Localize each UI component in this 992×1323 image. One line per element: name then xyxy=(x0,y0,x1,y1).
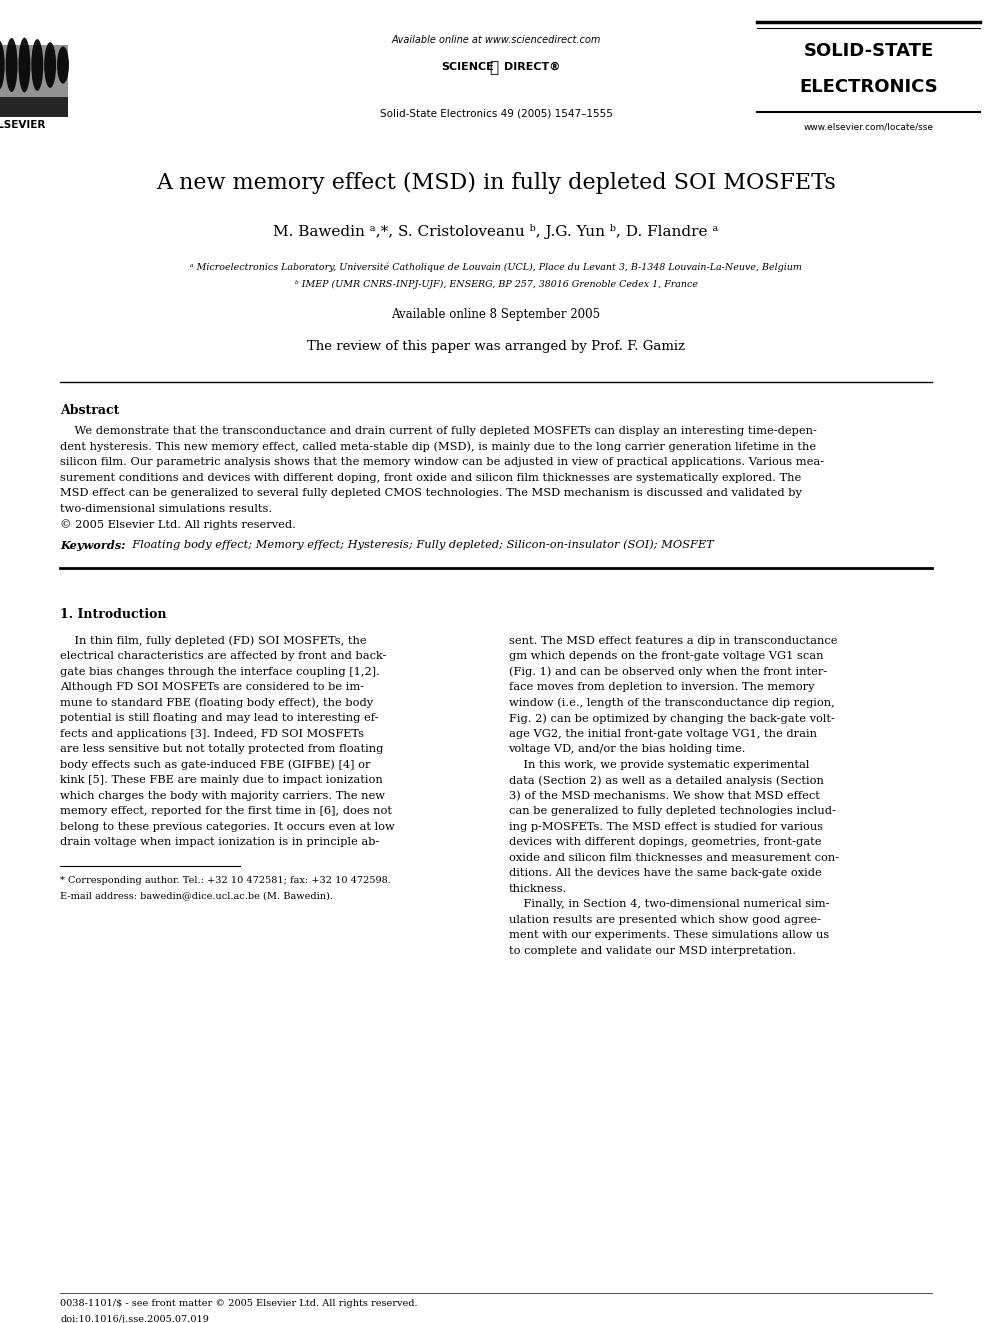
Text: 0038-1101/$ - see front matter © 2005 Elsevier Ltd. All rights reserved.: 0038-1101/$ - see front matter © 2005 El… xyxy=(60,1299,418,1308)
Text: data (Section 2) as well as a detailed analysis (Section: data (Section 2) as well as a detailed a… xyxy=(509,775,823,786)
Text: which charges the body with majority carriers. The new: which charges the body with majority car… xyxy=(60,791,385,800)
Text: M. Bawedin ᵃ,*, S. Cristoloveanu ᵇ, J.G. Yun ᵇ, D. Flandre ᵃ: M. Bawedin ᵃ,*, S. Cristoloveanu ᵇ, J.G.… xyxy=(274,224,718,239)
Text: body effects such as gate-induced FBE (GIFBE) [4] or: body effects such as gate-induced FBE (G… xyxy=(60,759,370,770)
Text: face moves from depletion to inversion. The memory: face moves from depletion to inversion. … xyxy=(509,681,814,692)
Text: Abstract: Abstract xyxy=(60,404,119,417)
Text: MSD effect can be generalized to several fully depleted CMOS technologies. The M: MSD effect can be generalized to several… xyxy=(60,488,802,497)
Text: oxide and silicon film thicknesses and measurement con-: oxide and silicon film thicknesses and m… xyxy=(509,852,838,863)
Text: E-mail address: bawedin@dice.ucl.ac.be (M. Bawedin).: E-mail address: bawedin@dice.ucl.ac.be (… xyxy=(60,892,333,901)
Text: belong to these previous categories. It occurs even at low: belong to these previous categories. It … xyxy=(60,822,395,831)
Text: © 2005 Elsevier Ltd. All rights reserved.: © 2005 Elsevier Ltd. All rights reserved… xyxy=(60,519,296,529)
Text: dent hysteresis. This new memory effect, called meta-stable dip (MSD), is mainly: dent hysteresis. This new memory effect,… xyxy=(60,442,816,452)
Text: electrical characteristics are affected by front and back-: electrical characteristics are affected … xyxy=(60,651,386,662)
Text: to complete and validate our MSD interpretation.: to complete and validate our MSD interpr… xyxy=(509,946,796,955)
Text: thickness.: thickness. xyxy=(509,884,566,893)
Text: potential is still floating and may lead to interesting ef-: potential is still floating and may lead… xyxy=(60,713,379,722)
Bar xyxy=(0,45,68,97)
Text: Fig. 2) can be optimized by changing the back-gate volt-: Fig. 2) can be optimized by changing the… xyxy=(509,713,834,724)
Text: memory effect, reported for the first time in [6], does not: memory effect, reported for the first ti… xyxy=(60,806,392,816)
Text: SOLID-STATE: SOLID-STATE xyxy=(804,42,933,60)
Text: www.elsevier.com/locate/sse: www.elsevier.com/locate/sse xyxy=(804,122,933,131)
Text: ditions. All the devices have the same back-gate oxide: ditions. All the devices have the same b… xyxy=(509,868,821,878)
Text: Floating body effect; Memory effect; Hysteresis; Fully depleted; Silicon-on-insu: Floating body effect; Memory effect; Hys… xyxy=(125,540,714,550)
Text: Although FD SOI MOSFETs are considered to be im-: Although FD SOI MOSFETs are considered t… xyxy=(60,681,364,692)
Ellipse shape xyxy=(32,40,44,91)
Text: ment with our experiments. These simulations allow us: ment with our experiments. These simulat… xyxy=(509,930,828,941)
Text: mune to standard FBE (floating body effect), the body: mune to standard FBE (floating body effe… xyxy=(60,697,373,708)
Text: are less sensitive but not totally protected from floating: are less sensitive but not totally prote… xyxy=(60,744,383,754)
Text: surement conditions and devices with different doping, front oxide and silicon f: surement conditions and devices with dif… xyxy=(60,472,802,483)
Ellipse shape xyxy=(6,38,18,93)
Text: A new memory effect (MSD) in fully depleted SOI MOSFETs: A new memory effect (MSD) in fully deple… xyxy=(156,172,836,194)
Text: drain voltage when impact ionization is in principle ab-: drain voltage when impact ionization is … xyxy=(60,837,379,847)
Text: fects and applications [3]. Indeed, FD SOI MOSFETs: fects and applications [3]. Indeed, FD S… xyxy=(60,729,364,738)
Ellipse shape xyxy=(0,40,5,90)
Ellipse shape xyxy=(19,37,31,93)
Text: can be generalized to fully depleted technologies includ-: can be generalized to fully depleted tec… xyxy=(509,806,835,816)
Text: ing p-MOSFETs. The MSD effect is studied for various: ing p-MOSFETs. The MSD effect is studied… xyxy=(509,822,822,831)
Ellipse shape xyxy=(44,42,57,87)
Text: age VG2, the initial front-gate voltage VG1, the drain: age VG2, the initial front-gate voltage … xyxy=(509,729,816,738)
Text: devices with different dopings, geometries, front-gate: devices with different dopings, geometri… xyxy=(509,837,821,847)
Ellipse shape xyxy=(57,46,69,83)
Bar xyxy=(0,45,68,116)
Text: 1. Introduction: 1. Introduction xyxy=(60,607,167,620)
Text: Finally, in Section 4, two-dimensional numerical sim-: Finally, in Section 4, two-dimensional n… xyxy=(509,900,829,909)
Text: In thin film, fully depleted (FD) SOI MOSFETs, the: In thin film, fully depleted (FD) SOI MO… xyxy=(60,635,367,646)
Text: Solid-State Electronics 49 (2005) 1547–1555: Solid-State Electronics 49 (2005) 1547–1… xyxy=(380,108,612,118)
Text: (Fig. 1) and can be observed only when the front inter-: (Fig. 1) and can be observed only when t… xyxy=(509,667,826,677)
Text: gm which depends on the front-gate voltage VG1 scan: gm which depends on the front-gate volta… xyxy=(509,651,823,662)
Text: ᵇ IMEP (UMR CNRS-INPJ-UJF), ENSERG, BP 257, 38016 Grenoble Cedex 1, France: ᵇ IMEP (UMR CNRS-INPJ-UJF), ENSERG, BP 2… xyxy=(295,280,697,290)
Text: doi:10.1016/j.sse.2005.07.019: doi:10.1016/j.sse.2005.07.019 xyxy=(60,1315,209,1323)
Text: * Corresponding author. Tel.: +32 10 472581; fax: +32 10 472598.: * Corresponding author. Tel.: +32 10 472… xyxy=(60,876,391,885)
Text: In this work, we provide systematic experimental: In this work, we provide systematic expe… xyxy=(509,759,808,770)
Text: ELECTRONICS: ELECTRONICS xyxy=(800,78,937,97)
Text: 3) of the MSD mechanisms. We show that MSD effect: 3) of the MSD mechanisms. We show that M… xyxy=(509,791,819,800)
Text: Keywords:: Keywords: xyxy=(60,540,126,550)
Text: gate bias changes through the interface coupling [1,2].: gate bias changes through the interface … xyxy=(60,667,380,676)
Text: voltage VD, and/or the bias holding time.: voltage VD, and/or the bias holding time… xyxy=(509,744,746,754)
Text: ulation results are presented which show good agree-: ulation results are presented which show… xyxy=(509,914,820,925)
Text: ᵃ Microelectronics Laboratory, Université Catholique de Louvain (UCL), Place du : ᵃ Microelectronics Laboratory, Universit… xyxy=(190,262,802,271)
Text: SCIENCE: SCIENCE xyxy=(441,62,494,71)
Text: The review of this paper was arranged by Prof. F. Gamiz: The review of this paper was arranged by… xyxy=(307,340,685,353)
Text: Available online at www.sciencedirect.com: Available online at www.sciencedirect.co… xyxy=(391,34,601,45)
Text: kink [5]. These FBE are mainly due to impact ionization: kink [5]. These FBE are mainly due to im… xyxy=(60,775,383,785)
Text: window (i.e., length of the transconductance dip region,: window (i.e., length of the transconduct… xyxy=(509,697,834,708)
Text: silicon film. Our parametric analysis shows that the memory window can be adjust: silicon film. Our parametric analysis sh… xyxy=(60,456,824,467)
Text: DIRECT®: DIRECT® xyxy=(504,62,560,71)
Text: two-dimensional simulations results.: two-dimensional simulations results. xyxy=(60,504,272,513)
Text: Available online 8 September 2005: Available online 8 September 2005 xyxy=(392,308,600,321)
Text: ELSEVIER: ELSEVIER xyxy=(0,120,46,130)
Text: sent. The MSD effect features a dip in transconductance: sent. The MSD effect features a dip in t… xyxy=(509,635,837,646)
Text: ⓐ: ⓐ xyxy=(489,60,499,75)
Text: We demonstrate that the transconductance and drain current of fully depleted MOS: We demonstrate that the transconductance… xyxy=(60,426,816,437)
